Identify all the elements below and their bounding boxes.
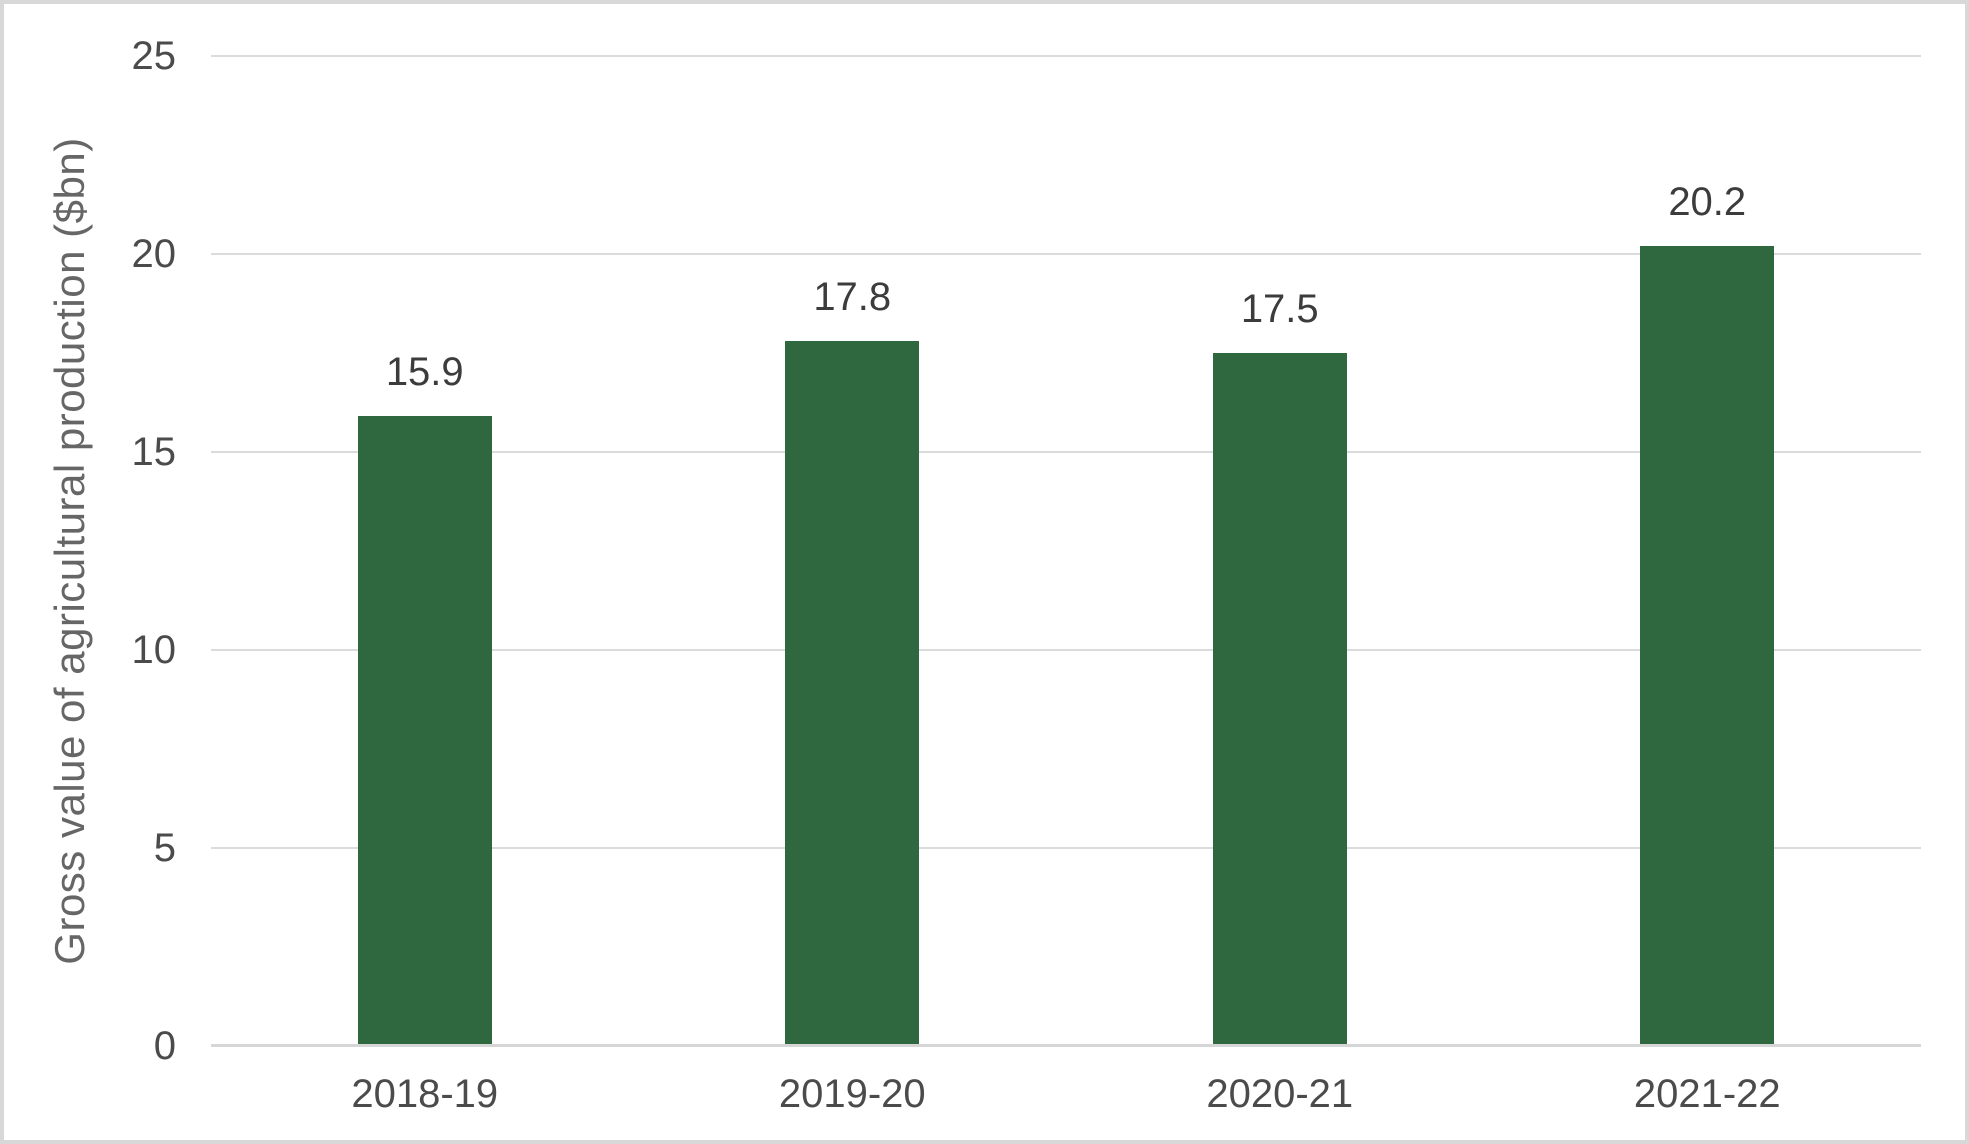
- x-tick-label: 2020-21: [1206, 1072, 1354, 1116]
- bar-value-label: 15.9: [385, 350, 464, 395]
- y-tick-label: 15: [131, 430, 177, 474]
- y-tick-label: 0: [153, 1024, 176, 1068]
- x-tick-label: 2019-20: [778, 1072, 926, 1116]
- gridline: [211, 649, 1921, 651]
- gridline: [211, 253, 1921, 255]
- gridline: [211, 847, 1921, 849]
- x-axis-line: [211, 1044, 1921, 1047]
- x-tick-label: 2021-22: [1633, 1072, 1781, 1116]
- bar-value-label: 17.5: [1240, 287, 1319, 331]
- gridline: [211, 55, 1921, 57]
- y-tick-label: 5: [153, 826, 176, 870]
- bar-2018-19: [357, 416, 492, 1044]
- y-tick-label: 25: [131, 34, 177, 78]
- y-tick-label: 10: [131, 628, 177, 672]
- x-tick-label: 2018-19: [351, 1072, 499, 1116]
- gridline: [211, 451, 1921, 453]
- bar-value-label: 17.8: [813, 275, 892, 320]
- bar-2021-22: [1640, 246, 1775, 1044]
- bar-2019-20: [785, 341, 920, 1044]
- y-tick-label: 20: [131, 232, 177, 276]
- bar-2020-21: [1212, 353, 1347, 1044]
- bar-value-label: 20.2: [1668, 180, 1747, 225]
